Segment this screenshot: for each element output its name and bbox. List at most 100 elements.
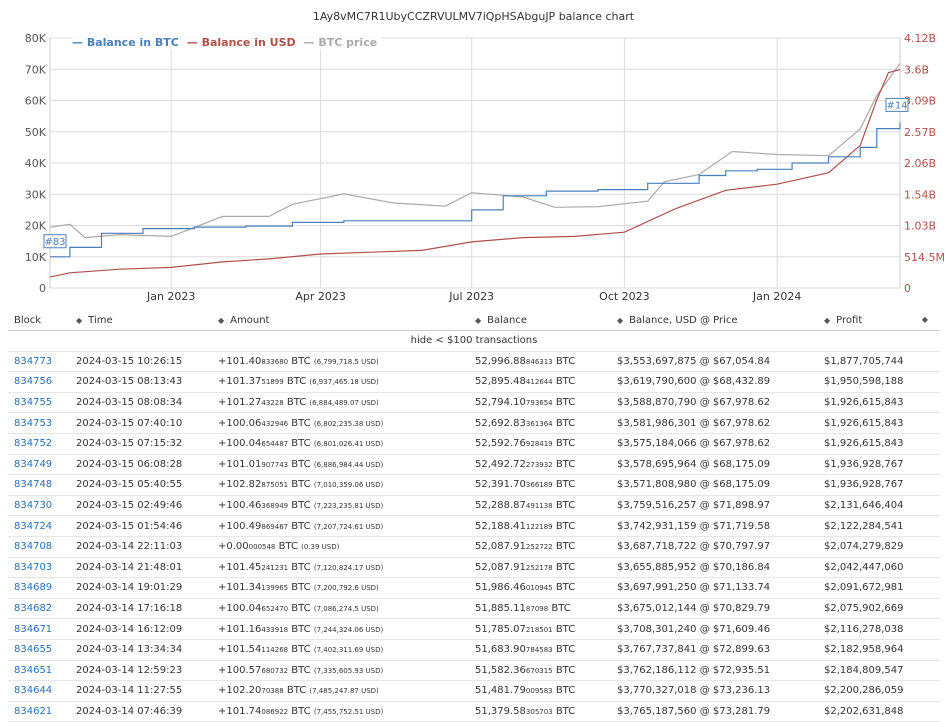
amount-cell: +101.3751899 BTC (6,937,465.18 USD)	[212, 371, 469, 393]
block-link[interactable]: 834671	[14, 623, 53, 635]
time-cell: 2024-03-15 05:40:55	[70, 474, 212, 496]
y-right-tick-label: 2.06B	[904, 157, 936, 170]
legend-usd[interactable]: — Balance in USD	[186, 36, 296, 49]
balance-cell: 52,592.76928419 BTC	[469, 433, 611, 455]
block-link[interactable]: 834651	[14, 664, 53, 676]
balance-usd-cell: $3,655,885,952 @ $70,186.84	[611, 557, 818, 579]
block-cell: 834644	[8, 680, 70, 702]
y-right-tick-label: 3.09B	[904, 95, 936, 108]
y-left-tick-label: 80K	[25, 32, 47, 45]
col-balance[interactable]: ◆ Balance	[469, 311, 611, 331]
time-cell: 2024-03-15 08:13:43	[70, 371, 212, 393]
y-left-tick-label: 70K	[25, 63, 47, 76]
time-cell: 2024-03-14 13:34:34	[70, 639, 212, 661]
time-cell: 2024-03-14 07:46:39	[70, 701, 212, 722]
profit-cell: $2,131,646,404	[818, 495, 940, 517]
x-tick-label: Apr 2023	[295, 290, 346, 303]
block-link[interactable]: 834752	[14, 438, 53, 450]
y-left-tick-label: 40K	[25, 157, 47, 170]
amount-cell: +101.16433918 BTC (7,244,324.06 USD)	[212, 618, 469, 640]
table-row: 834651 2024-03-14 12:59:23 +100.57680732 B…	[8, 660, 940, 682]
y-left-tick-label: 0	[39, 282, 46, 295]
balance-usd-cell: $3,581,986,301 @ $67,978.62	[611, 412, 818, 434]
block-link[interactable]: 834730	[14, 500, 53, 512]
series-line-btc-price	[49, 63, 901, 239]
annotation-flag	[43, 234, 67, 249]
block-cell: 834621	[8, 701, 70, 722]
balance-usd-cell: $3,619,790,600 @ $68,432.89	[611, 371, 818, 393]
profit-cell: $2,042,447,060	[818, 557, 940, 579]
sort-icon[interactable]: ◆	[76, 316, 83, 325]
y-left-tick-label: 20K	[25, 220, 47, 233]
sort-icon[interactable]: ◆	[475, 316, 482, 325]
block-link[interactable]: 834708	[14, 541, 53, 553]
amount-cell: +100.06432946 BTC (6,802,235.38 USD)	[212, 412, 469, 434]
balance-usd-cell: $3,708,301,240 @ $71,609.46	[611, 618, 818, 640]
amount-cell: +101.2743228 BTC (6,884,489.07 USD)	[212, 392, 469, 414]
balance-usd-cell: $3,697,991,250 @ $71,133.74	[611, 577, 818, 599]
col-profit[interactable]: ◆ Profit ◆	[818, 311, 940, 331]
balance-cell: 51,582.36670315 BTC	[469, 660, 611, 682]
block-link[interactable]: 834703	[14, 561, 53, 573]
y-left-tick-label: 60K	[25, 95, 47, 108]
block-link[interactable]: 834689	[14, 582, 53, 594]
y-left-tick-label: 30K	[25, 188, 47, 201]
block-link[interactable]: 834753	[14, 417, 53, 429]
sort-icon[interactable]: ◆	[617, 316, 624, 325]
block-link[interactable]: 834755	[14, 397, 53, 409]
sort-icon[interactable]: ◆	[218, 316, 225, 325]
balance-usd-cell: $3,553,697,875 @ $67,054.84	[611, 351, 818, 373]
sort-icon[interactable]: ◆	[824, 316, 831, 325]
balance-chart: Jan 2023 Apr 2023 Jul 2023 Oct 2023 Jan 2024…	[25, 32, 945, 303]
block-link[interactable]: 834644	[14, 685, 53, 697]
col-time[interactable]: ◆ Time	[70, 311, 212, 331]
y-right-tick-label: 1.54B	[904, 188, 936, 201]
time-cell: 2024-03-14 19:01:29	[70, 577, 212, 599]
sort-icon[interactable]: ◆	[921, 315, 928, 324]
table-row: 834756 2024-03-15 08:13:43 +101.3751899 BT…	[8, 371, 940, 393]
time-cell: 2024-03-15 01:54:46	[70, 515, 212, 537]
block-cell: 834671	[8, 618, 70, 640]
legend-price[interactable]: — BTC price	[303, 36, 378, 49]
block-link[interactable]: 834682	[14, 603, 53, 615]
time-cell: 2024-03-15 10:26:15	[70, 351, 212, 373]
block-link[interactable]: 834749	[14, 458, 53, 470]
balance-usd-cell: $3,767,737,841 @ $72,899.63	[611, 639, 818, 661]
balance-cell: 51,481.79009583 BTC	[469, 680, 611, 702]
y-right-tick-label: 1.03B	[904, 220, 936, 233]
block-link[interactable]: 834773	[14, 355, 53, 367]
time-cell: 2024-03-15 07:40:10	[70, 412, 212, 434]
y-right-tick-label: 2.57B	[904, 126, 936, 139]
block-cell: 834689	[8, 577, 70, 599]
block-link[interactable]: 834724	[14, 520, 53, 532]
y-axis-right-ticks: 0 514.5M 1.03B 1.54B 2.06B 2.57B 3.09B 3.6B 4.12…	[904, 32, 945, 295]
amount-cell: +0.00000548 BTC (0.39 USD)	[212, 536, 469, 558]
profit-cell: $2,091,672,981	[818, 577, 940, 599]
hide-small-link[interactable]: hide < $100 transactions	[410, 335, 538, 347]
amount-cell: +102.82875051 BTC (7,010,359.06 USD)	[212, 474, 469, 496]
block-link[interactable]: 834621	[14, 705, 53, 717]
amount-cell: +100.04654487 BTC (6,801,026.41 USD)	[212, 433, 469, 455]
block-link[interactable]: 834756	[14, 376, 53, 388]
time-cell: 2024-03-14 16:12:09	[70, 618, 212, 640]
table-row: 834689 2024-03-14 19:01:29 +101.34139965 B…	[8, 577, 940, 599]
series-lines	[49, 63, 901, 278]
balance-cell: 52,087.91252722 BTC	[469, 536, 611, 558]
legend-btc[interactable]: — Balance in BTC	[72, 36, 179, 49]
profit-cell: $2,184,809,547	[818, 660, 940, 682]
table-row: 834748 2024-03-15 05:40:55 +102.82875051 B…	[8, 474, 940, 496]
annotation-label: #83	[44, 237, 65, 248]
balance-cell: 52,087.91252178 BTC	[469, 557, 611, 579]
amount-cell: +101.45241231 BTC (7,120,824.17 USD)	[212, 557, 469, 579]
x-tick-label: Jul 2023	[448, 290, 494, 303]
balance-cell: 51,683.90784583 BTC	[469, 639, 611, 661]
block-link[interactable]: 834655	[14, 644, 53, 656]
amount-cell: +101.34139965 BTC (7,200,792.6 USD)	[212, 577, 469, 599]
profit-cell: $2,075,902,669	[818, 598, 940, 620]
block-link[interactable]: 834748	[14, 479, 53, 491]
col-balance-usd[interactable]: ◆ Balance, USD @ Price	[611, 311, 818, 331]
col-block[interactable]: Block	[8, 311, 70, 331]
profit-cell: $2,122,284,541	[818, 515, 940, 537]
y-right-tick-label: 4.12B	[904, 32, 936, 45]
col-amount[interactable]: ◆ Amount	[212, 311, 469, 331]
